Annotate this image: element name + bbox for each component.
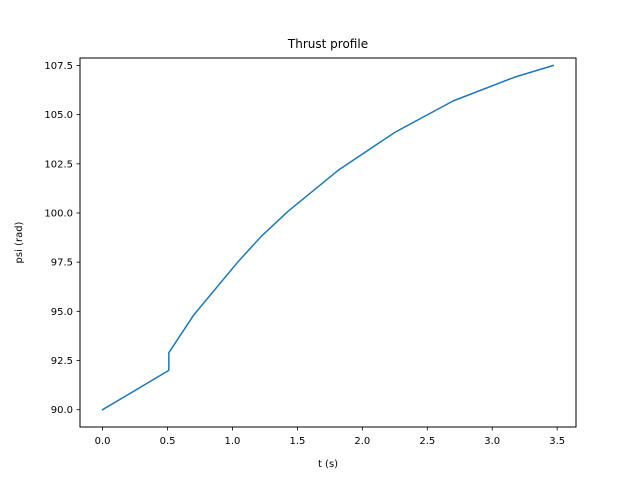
y-tick-label: 105.0 xyxy=(44,110,73,121)
y-tick-label: 100.0 xyxy=(44,208,73,219)
x-tick-label: 3.5 xyxy=(549,436,565,447)
x-tick-label: 1.5 xyxy=(289,436,305,447)
x-tick-label: 2.0 xyxy=(354,436,370,447)
y-tick-label: 97.5 xyxy=(51,258,73,269)
x-tick-label: 0.0 xyxy=(95,436,111,447)
x-tick-label: 1.0 xyxy=(225,436,241,447)
x-tick-label: 2.5 xyxy=(419,436,435,447)
y-tick-label: 90.0 xyxy=(51,405,73,416)
x-axis-label: t (s) xyxy=(318,459,338,470)
series-line-0 xyxy=(101,64,555,411)
plot-area xyxy=(101,64,555,411)
y-tick-label: 107.5 xyxy=(44,61,73,72)
y-tick-label: 102.5 xyxy=(44,159,73,170)
y-tick-label: 95.0 xyxy=(51,307,73,318)
axes-frame xyxy=(79,57,577,428)
y-axis-ticks: 90.0 92.5 95.0 97.5 100.0 102.5 105.0 107.5 xyxy=(44,61,80,416)
chart-title: Thrust profile xyxy=(287,37,368,51)
y-axis-label: psi (rad) xyxy=(14,221,25,263)
x-tick-label: 3.0 xyxy=(484,436,500,447)
y-tick-label: 92.5 xyxy=(51,356,73,367)
x-tick-label: 0.5 xyxy=(160,436,176,447)
x-axis-ticks: 0.0 0.5 1.0 1.5 2.0 2.5 3.0 3.5 xyxy=(95,427,565,447)
